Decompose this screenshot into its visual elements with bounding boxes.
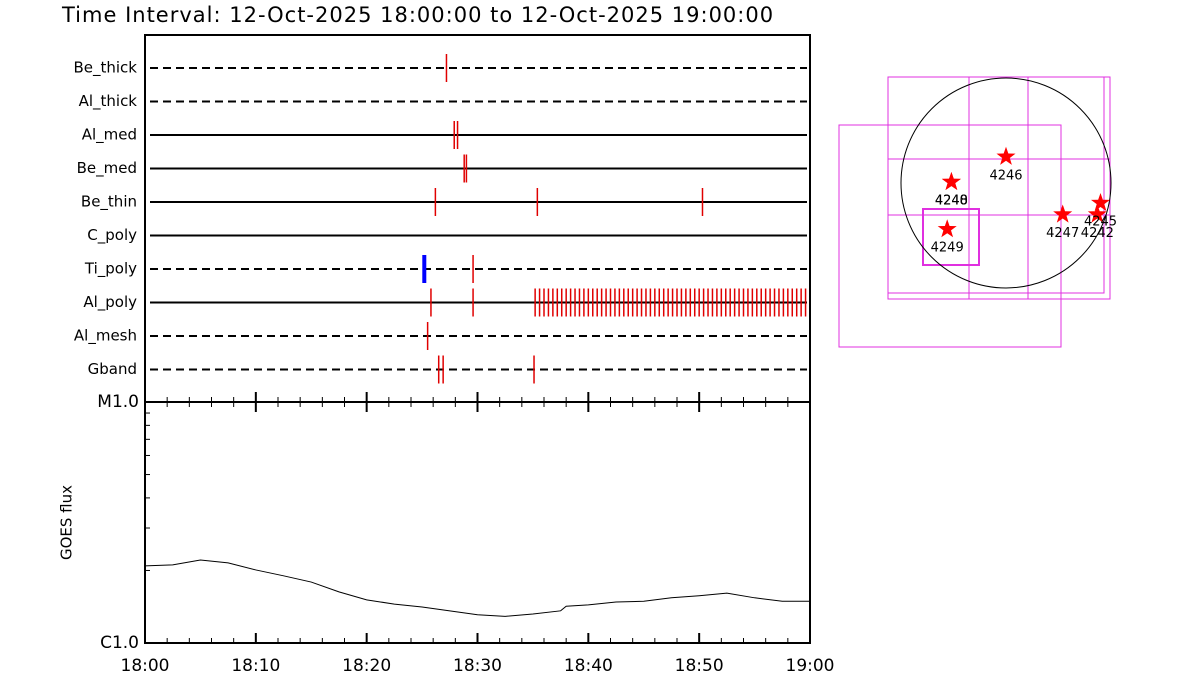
region-star [937,219,957,238]
fov-box [887,76,1111,300]
x-tick-label: 18:00 [121,656,170,676]
region-label: 4248 [935,193,968,208]
row-label: Al_thick [79,92,138,111]
region-label: 4247 [1046,226,1079,241]
region-label: 4242 [1081,226,1114,241]
row-label: Be_thick [73,59,137,78]
fov-box [922,208,980,266]
y-tick-label: C1.0 [100,633,139,653]
region-star [941,171,961,191]
region-star [1087,204,1107,223]
plot-frame [144,34,811,644]
x-tick-label: 19:00 [786,656,835,676]
x-tick-label: 18:10 [231,656,280,676]
row-label: Be_med [77,159,137,178]
row-label: Al_med [82,126,137,145]
fov-box [838,124,1062,348]
region-label: 4246 [989,168,1022,183]
region-label: 4245 [1084,214,1117,229]
x-tick-label: 18:30 [453,656,502,676]
region-label: 4240 [935,193,968,208]
region-star [1090,192,1111,212]
title: Time Interval: 12-Oct-2025 18:00:00 to 1… [61,3,774,27]
fov-box [887,76,1105,294]
row-label: C_poly [87,226,137,245]
region-star [996,146,1016,165]
y-tick-label: M1.0 [97,392,139,412]
region-label: 4249 [931,241,964,256]
row-label: Be_thin [81,193,137,212]
x-tick-label: 18:40 [564,656,613,676]
row-label: Al_mesh [74,327,137,346]
region-star [1053,204,1073,223]
x-tick-label: 18:20 [342,656,391,676]
fov-boxes [838,76,1111,348]
row-label: Gband [88,360,137,378]
row-label: Ti_poly [84,260,137,279]
goes-curve [144,559,810,617]
y-axis-label: GOES flux [58,485,76,560]
row-label: Al_poly [83,293,137,312]
x-tick-label: 18:50 [675,656,724,676]
solar-disk [900,77,1112,289]
